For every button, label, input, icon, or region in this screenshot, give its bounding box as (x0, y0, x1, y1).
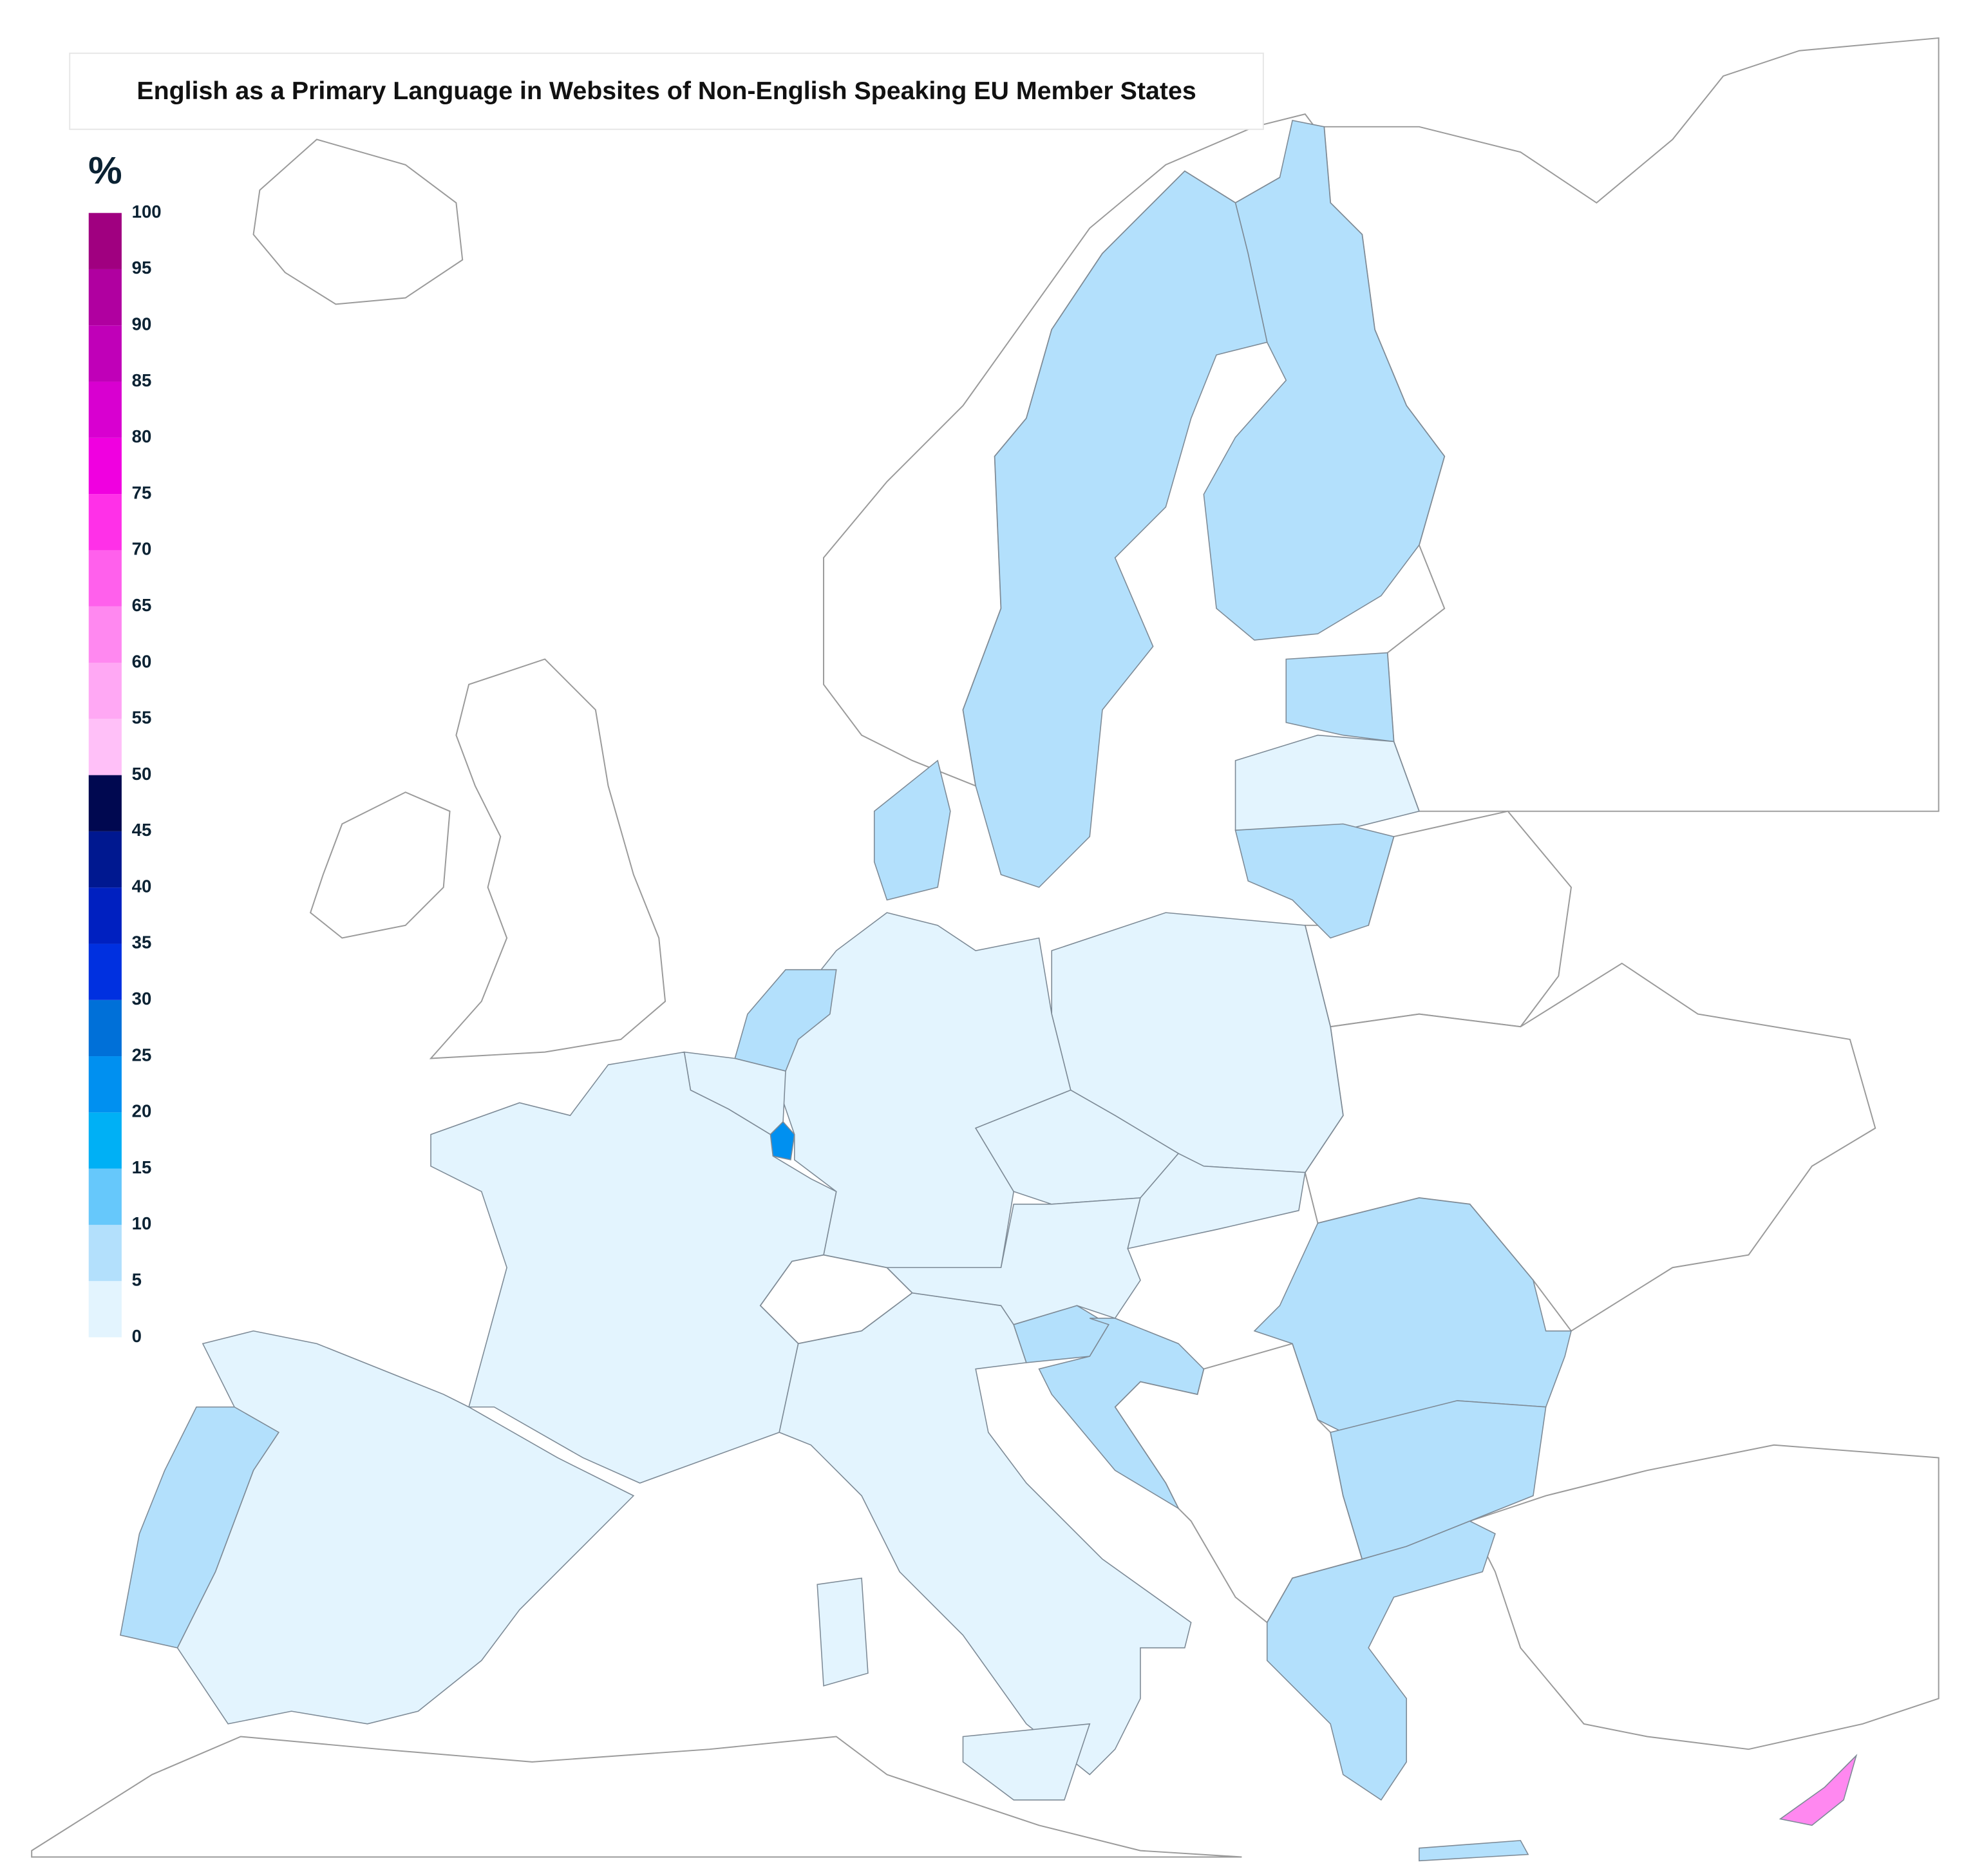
legend-tick-label: 100 (132, 202, 162, 222)
legend-swatch (88, 1000, 122, 1057)
legend-tick-label: 10 (132, 1213, 152, 1233)
eu-state (962, 170, 1268, 888)
eu-state (120, 1406, 280, 1649)
great-britain (429, 658, 666, 1059)
legend-tick-label: 45 (132, 820, 152, 840)
base-map (31, 37, 1940, 1858)
eu-state (885, 1197, 1141, 1325)
eu-state (1234, 823, 1395, 939)
legend-tick-label: 85 (132, 370, 152, 390)
legend: 0 5 10 15 20 25 30 35 40 45 50 55 60 65 70 75 80 85 90 95 10… (88, 202, 162, 1346)
legend-tick-label: 5 (132, 1269, 142, 1289)
eu-state (1419, 1840, 1529, 1862)
eu-state (1127, 1153, 1306, 1249)
eu-state (1266, 1521, 1496, 1801)
legend-tick-label: 55 (132, 708, 152, 728)
legend-tick-label: 40 (132, 876, 152, 896)
legend-tick-label: 65 (132, 595, 152, 615)
turkey (1469, 1444, 1940, 1750)
legend-swatch (88, 325, 122, 382)
eu-state (817, 1577, 869, 1687)
legend-swatch (88, 943, 122, 1000)
legend-swatch (88, 213, 122, 269)
eu-states (120, 120, 1858, 1862)
eu-state (1779, 1754, 1858, 1826)
legend-swatch (88, 381, 122, 438)
ireland (309, 791, 451, 939)
legend-tick-label: 15 (132, 1157, 152, 1177)
legend-swatch (88, 550, 122, 607)
title-box (69, 52, 1264, 130)
legend-swatch (88, 775, 122, 831)
legend-swatch (88, 831, 122, 888)
north-africa (31, 1736, 1242, 1858)
legend-swatch (88, 1281, 122, 1338)
legend-tick-label: 50 (132, 764, 152, 784)
legend-tick-label: 0 (132, 1326, 142, 1346)
ukraine (1304, 962, 1876, 1332)
legend-tick-label: 30 (132, 989, 152, 1009)
eu-state (962, 1723, 1091, 1801)
legend-swatch (88, 494, 122, 551)
iceland (252, 138, 464, 305)
legend-tick-label: 20 (132, 1101, 152, 1121)
legend-tick-label: 60 (132, 651, 152, 671)
legend-swatch (88, 1168, 122, 1225)
legend-tick-label: 95 (132, 258, 152, 278)
legend-swatch (88, 662, 122, 719)
legend-tick-label: 70 (132, 539, 152, 559)
legend-swatch (88, 1056, 122, 1113)
legend-swatch (88, 437, 122, 495)
map-title: English as a Primary Language in Website… (137, 77, 1196, 105)
legend-unit: % (88, 149, 122, 192)
eu-state (873, 759, 951, 901)
legend-tick-label: 35 (132, 933, 152, 952)
legend-swatch (88, 1224, 122, 1282)
eu-state (1285, 652, 1395, 743)
legend-tick-label: 80 (132, 426, 152, 446)
legend-swatch (88, 269, 122, 326)
legend-swatch (88, 887, 122, 944)
legend-swatch (88, 719, 122, 775)
legend-tick-label: 75 (132, 482, 152, 502)
legend-tick-label: 90 (132, 314, 152, 334)
legend-swatch (88, 1112, 122, 1169)
legend-tick-label: 25 (132, 1045, 152, 1065)
eu-state (1038, 1318, 1205, 1510)
legend-swatch (88, 606, 122, 663)
